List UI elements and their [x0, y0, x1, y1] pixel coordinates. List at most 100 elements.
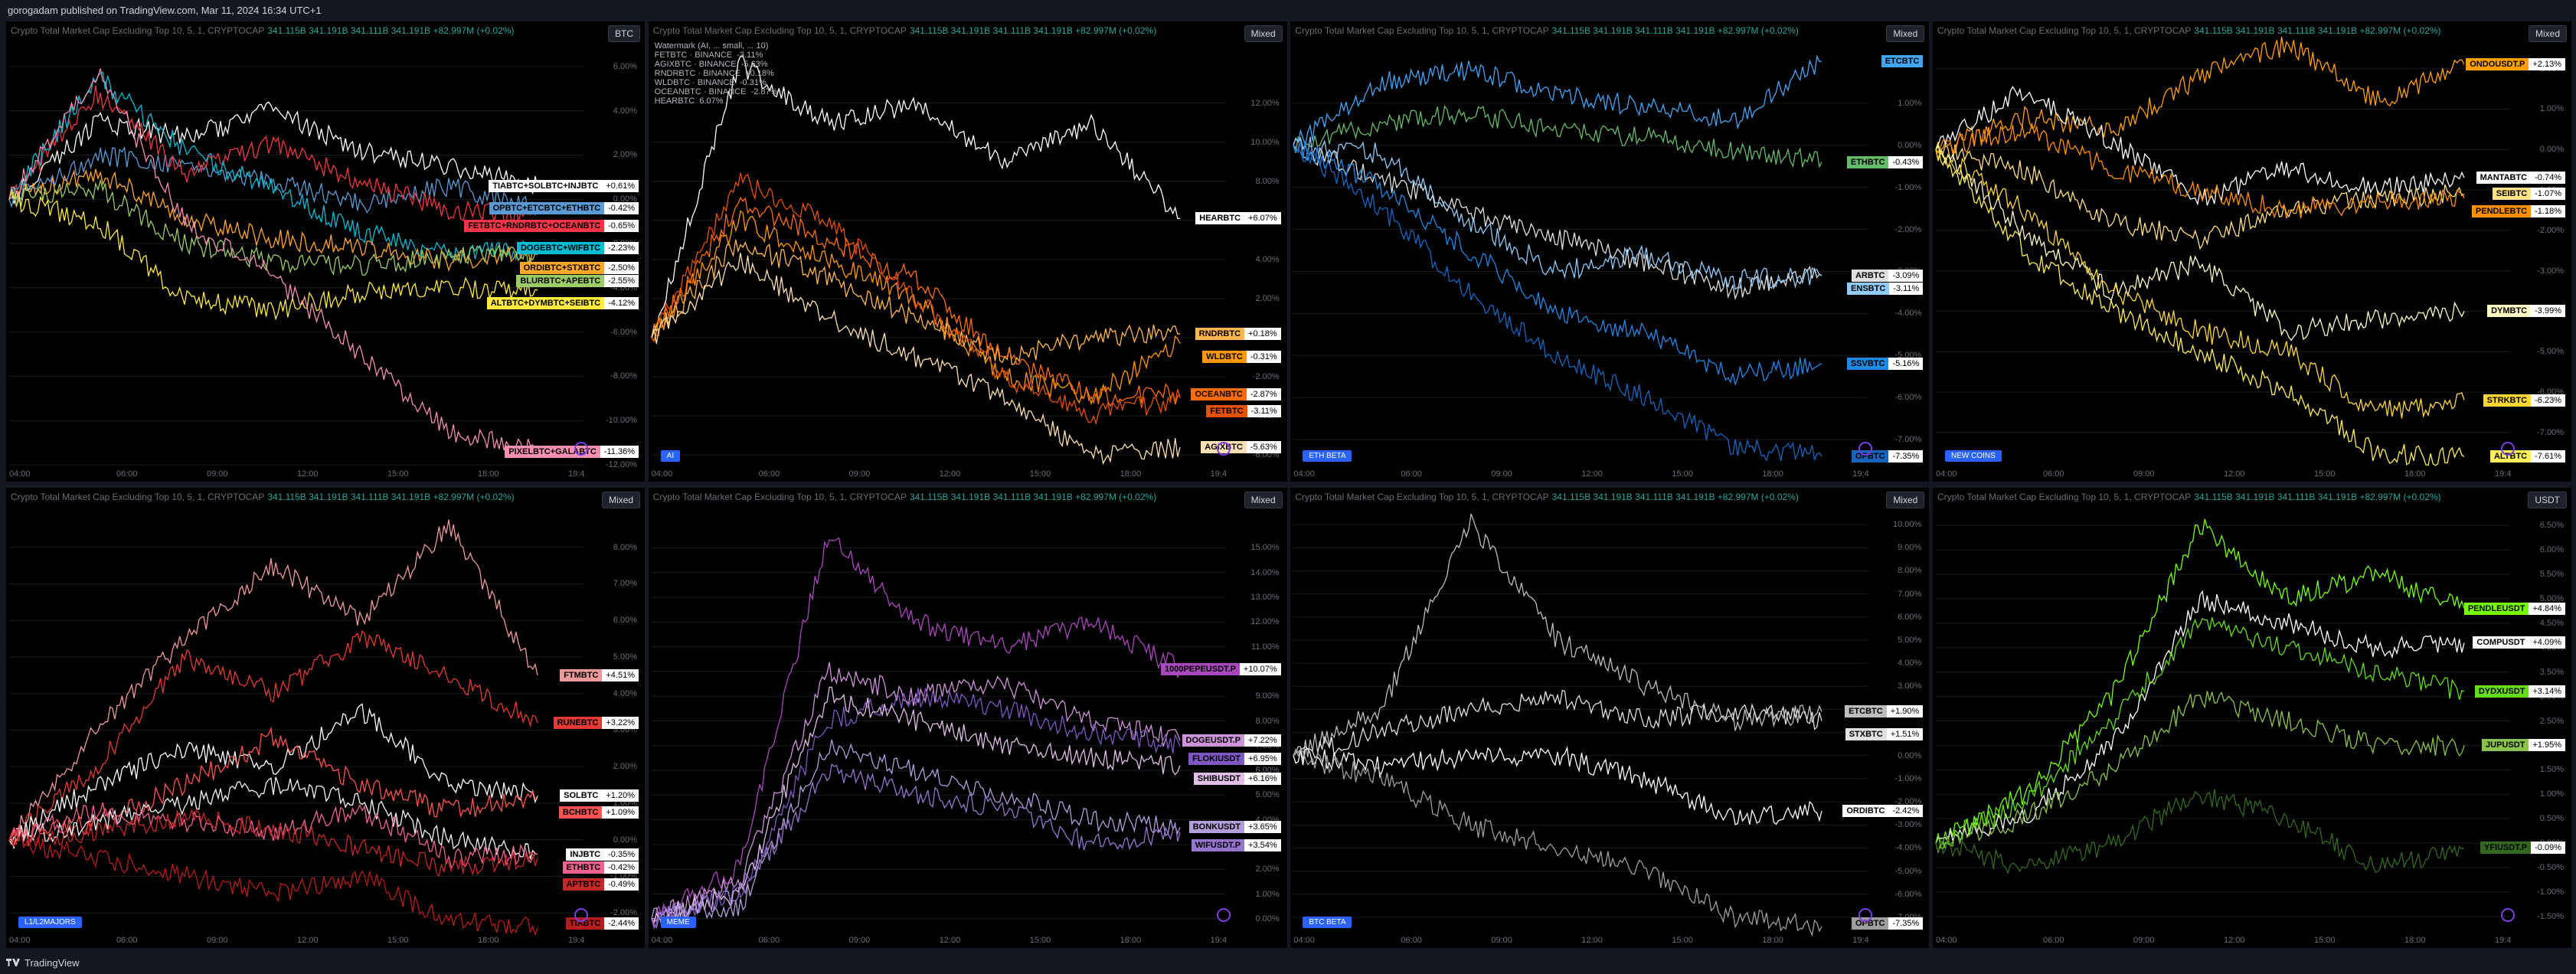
series-price-label: OCEANBTC -2.87% — [1191, 388, 1281, 401]
series-price-label: ETHBTC -0.43% — [1846, 155, 1924, 168]
currency-selector[interactable]: Mixed — [1886, 25, 1925, 42]
series-change: -2.23% — [604, 241, 639, 254]
series-name: SEIBTC — [2492, 188, 2532, 201]
series-line — [1293, 136, 1822, 290]
x-tick-label: 18:00 — [478, 469, 499, 479]
series-price-label: STRKBTC -6.23% — [2483, 394, 2565, 407]
chart-header: Crypto Total Market Cap Excluding Top 10… — [11, 25, 515, 36]
y-tick-label: 8.00% — [1255, 176, 1280, 186]
replay-icon[interactable] — [574, 442, 588, 456]
series-line — [1935, 36, 2465, 154]
series-line — [1935, 122, 2465, 219]
series-price-label: ETCBTC +1.90% — [1845, 705, 1924, 718]
series-price-label: ARBTC -3.09% — [1851, 269, 1924, 282]
chart-header: Crypto Total Market Cap Excluding Top 10… — [1295, 492, 1799, 502]
x-tick-label: 06:00 — [1401, 936, 1422, 945]
x-tick-label: 04:00 — [1936, 936, 1957, 945]
series-price-label: MANTABTC -0.74% — [2476, 172, 2565, 185]
series-name: DOGEUSDT.P — [1182, 734, 1245, 747]
series-price-label: PENDLEBTC -1.18% — [2471, 204, 2565, 217]
series-line — [8, 703, 538, 844]
y-tick-label: 4.00% — [613, 106, 637, 116]
ohlc-values: 341.115B 341.191B 341.111B 341.191B +82.… — [1551, 492, 1799, 502]
series-change: -2.44% — [604, 917, 639, 930]
chart-panel: Crypto Total Market Cap Excluding Top 10… — [1290, 488, 1930, 948]
y-tick-label: -5.00% — [1894, 866, 1922, 876]
replay-icon[interactable] — [1858, 442, 1873, 456]
y-tick-label: -2.00% — [2537, 225, 2564, 235]
series-change: -4.12% — [604, 296, 639, 309]
chart-header: Crypto Total Market Cap Excluding Top 10… — [1937, 492, 2441, 502]
y-tick-label: 6.00% — [1898, 612, 1922, 622]
series-line — [8, 726, 538, 846]
replay-icon[interactable] — [1216, 908, 1231, 922]
x-tick-label: 09:00 — [207, 469, 228, 479]
x-tick-label: 19:4 — [2495, 469, 2512, 479]
series-price-label: SEIBTC -1.07% — [2492, 188, 2565, 201]
series-price-label: ORDIBTC -2.42% — [1842, 805, 1924, 818]
chart-title: Crypto Total Market Cap Excluding Top 10… — [1937, 492, 2192, 502]
series-price-label: DYDXUSDT +3.14% — [2474, 685, 2565, 698]
series-name: PENDLEBTC — [2471, 204, 2532, 217]
series-line — [8, 629, 538, 841]
series-change: -0.35% — [604, 848, 639, 861]
series-change: +6.07% — [1244, 212, 1281, 225]
series-name: INJBTC — [566, 848, 605, 861]
series-line — [8, 178, 538, 276]
series-change: +4.84% — [2529, 602, 2565, 615]
series-change: -11.36% — [600, 445, 639, 458]
series-change: -0.43% — [1888, 155, 1924, 168]
y-tick-label: 1.00% — [1255, 889, 1280, 899]
top-bar: gorogadam published on TradingView.com, … — [0, 0, 2576, 20]
x-tick-label: 04:00 — [651, 469, 673, 479]
series-change: -7.35% — [1888, 450, 1924, 463]
series-price-label: BLURBTC+APEBTC -2.55% — [516, 274, 639, 287]
series-price-label: FETBTC -3.11% — [1206, 405, 1281, 418]
series-price-label: COMPUSDT +4.09% — [2473, 636, 2565, 649]
replay-icon[interactable] — [1216, 442, 1231, 456]
x-tick-label: 09:00 — [2133, 469, 2155, 479]
y-tick-label: 8.00% — [613, 542, 637, 552]
y-tick-label: -4.00% — [1894, 843, 1922, 853]
currency-selector[interactable]: Mixed — [1244, 25, 1283, 42]
chart-grid: Crypto Total Market Cap Excluding Top 10… — [6, 21, 2571, 948]
series-line — [8, 809, 538, 878]
series-name: ONDOUSDT.P — [2466, 58, 2529, 71]
series-name: ALTBTC+DYMBTC+SEIBTC — [486, 296, 605, 309]
series-change: +1.09% — [602, 806, 639, 819]
series-name: ETHBTC — [562, 861, 605, 874]
series-change: +1.51% — [1886, 727, 1924, 740]
series-name: APTBTC — [562, 878, 605, 891]
x-tick-label: 09:00 — [2133, 936, 2155, 945]
currency-selector[interactable]: USDT — [2528, 492, 2567, 508]
y-tick-label: 2.50% — [2539, 716, 2564, 726]
x-tick-label: 12:00 — [1581, 936, 1603, 945]
y-tick-label: -1.00% — [2537, 887, 2564, 897]
y-tick-label: -2.00% — [1894, 797, 1922, 807]
currency-selector[interactable]: Mixed — [601, 492, 640, 508]
series-line — [8, 832, 538, 936]
currency-selector[interactable]: Mixed — [1886, 492, 1925, 508]
x-tick-label: 15:00 — [1029, 936, 1051, 945]
x-tick-label: 12:00 — [1581, 469, 1603, 479]
series-name: JUPUSDT — [2482, 739, 2529, 752]
series-line — [1293, 139, 1822, 301]
series-line — [651, 763, 1181, 929]
series-line — [1935, 691, 2465, 853]
series-line — [8, 519, 538, 846]
y-tick-label: 3.00% — [1898, 681, 1922, 691]
series-name: FTMBTC — [560, 668, 603, 681]
series-line — [651, 196, 1181, 407]
replay-icon[interactable] — [2501, 442, 2515, 456]
replay-icon[interactable] — [574, 908, 588, 922]
currency-selector[interactable]: BTC — [608, 25, 640, 42]
currency-selector[interactable]: Mixed — [1244, 492, 1283, 508]
currency-selector[interactable]: Mixed — [2528, 25, 2567, 42]
y-tick-label: 1.00% — [2539, 789, 2564, 799]
group-tag: BTC BETA — [1303, 917, 1352, 928]
replay-icon[interactable] — [1858, 908, 1873, 922]
replay-icon[interactable] — [2501, 908, 2515, 922]
series-price-label: PENDLEUSDT +4.84% — [2463, 602, 2565, 615]
y-tick-label: -6.00% — [1894, 889, 1922, 899]
series-change: -5.63% — [1246, 441, 1281, 454]
